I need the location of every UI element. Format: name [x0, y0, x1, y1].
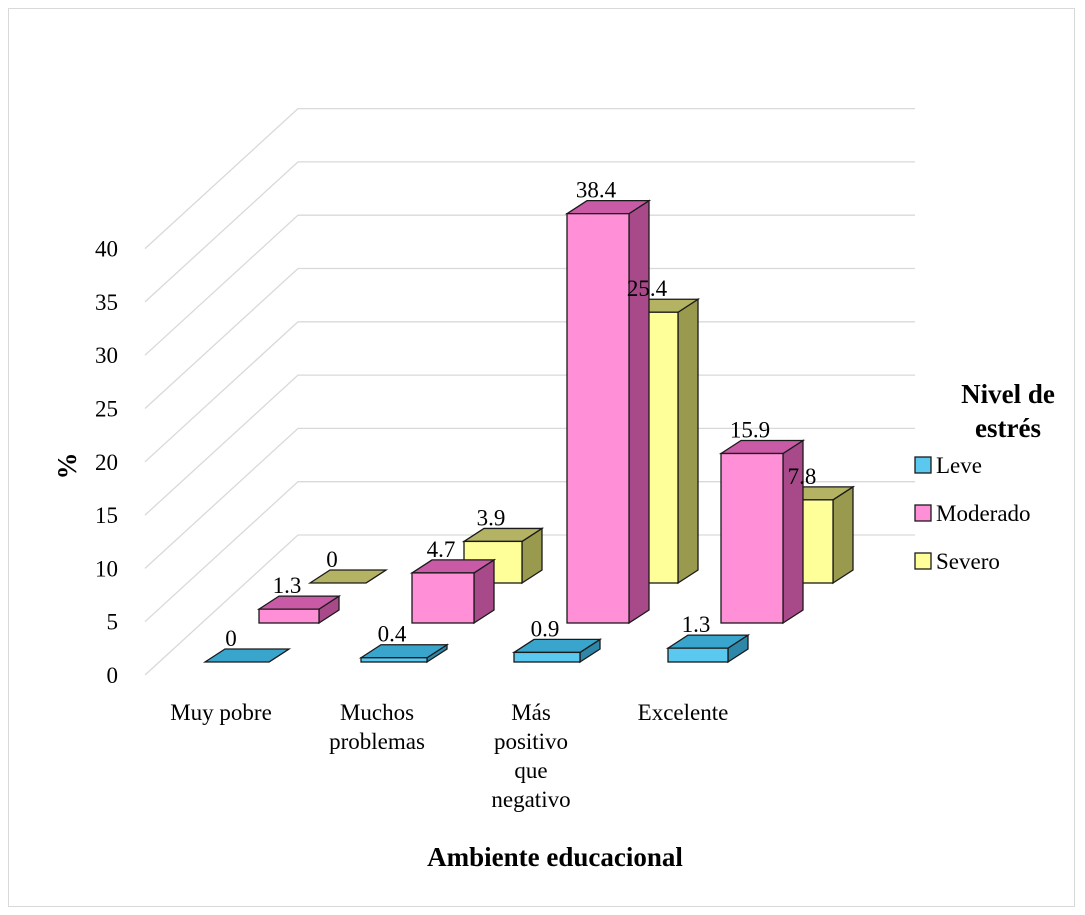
legend-swatch — [914, 456, 932, 474]
legend-label: Leve — [936, 453, 982, 478]
bars — [202, 199, 856, 664]
gridline — [144, 267, 915, 409]
chart-frame — [8, 8, 1075, 907]
y-tick-label: 20 — [95, 450, 118, 475]
data-label: 25.4 — [627, 276, 668, 301]
bar-side — [628, 199, 650, 625]
y-tick-label: 5 — [107, 610, 119, 635]
y-tick-label: 0 — [107, 663, 119, 688]
bar-front — [513, 651, 581, 663]
data-label: 4.7 — [427, 537, 456, 562]
gridline — [144, 534, 915, 676]
gridlines — [144, 107, 915, 676]
gridline — [144, 374, 915, 516]
bar-moderado-1 — [409, 558, 497, 625]
bar-front — [360, 657, 428, 663]
gridline — [144, 481, 915, 623]
data-label: 15.9 — [730, 418, 770, 443]
data-label: 1.3 — [273, 573, 302, 598]
y-tick-label: 25 — [95, 397, 118, 422]
legend-item-leve: Leve — [914, 453, 982, 478]
gridline — [144, 107, 915, 250]
bar-moderado-2 — [564, 199, 652, 625]
x-axis-categories: Muy pobre Muchos problemas Más positivo que ne… — [170, 700, 728, 812]
bar-front — [258, 608, 320, 624]
y-axis-ticks: 0 5 10 15 20 25 30 35 40 — [95, 237, 118, 688]
x-category-label: Muchos problemas — [329, 700, 425, 754]
data-label: 0.4 — [378, 622, 407, 647]
data-label: 1.3 — [682, 612, 711, 637]
bar-leve-1 — [358, 643, 450, 664]
bar-moderado-0 — [256, 594, 342, 625]
x-category-label: Excelente — [638, 700, 729, 725]
data-label: 0.9 — [531, 616, 560, 641]
legend-swatch — [914, 552, 932, 570]
x-axis-title: Ambiente educacional — [427, 842, 683, 872]
bar-side — [677, 298, 699, 585]
y-tick-label: 40 — [95, 237, 118, 262]
legend-item-moderado: Moderado — [914, 501, 1031, 526]
bar-front — [566, 213, 630, 624]
bar-top — [307, 569, 389, 584]
y-tick-label: 10 — [95, 556, 118, 581]
data-label: 0 — [326, 547, 338, 572]
bar-moderado-3 — [718, 439, 806, 625]
bar-leve-3 — [665, 633, 751, 664]
gridline — [144, 161, 915, 303]
y-tick-label: 30 — [95, 343, 118, 368]
legend-swatch — [914, 504, 932, 522]
y-tick-label: 15 — [95, 503, 118, 528]
gridline — [144, 321, 915, 463]
bar-leve-2 — [511, 638, 603, 664]
gridline — [144, 214, 915, 356]
data-labels: 0 3.9 25.4 7.8 1.3 4.7 38.4 15.9 0 0.4 0.9 1.3 — [225, 178, 816, 651]
legend-item-severo: Severo — [914, 549, 1000, 574]
bar-front — [667, 647, 729, 663]
x-category-label: Muy pobre — [170, 700, 272, 725]
legend-label: Moderado — [936, 501, 1031, 526]
bar-leve-0 — [202, 648, 292, 663]
bar-front — [411, 572, 475, 624]
legend-label: Severo — [936, 549, 1000, 574]
y-tick-label: 35 — [95, 290, 118, 315]
data-label: 7.8 — [788, 464, 817, 489]
legend-title: Nivel de estrés — [961, 379, 1055, 443]
y-axis-title: % — [52, 453, 82, 480]
gridline — [144, 427, 915, 569]
data-label: 3.9 — [477, 505, 506, 530]
data-label: 0 — [225, 626, 237, 651]
bar-top — [202, 648, 292, 663]
bar-front — [720, 452, 784, 624]
data-label: 38.4 — [576, 178, 617, 203]
bar-severo-0 — [307, 569, 389, 584]
x-category-label: Más positivo que negativo — [491, 700, 570, 812]
bar-side — [832, 485, 854, 585]
legend: Nivel de estrés Leve Moderado Severo — [914, 379, 1055, 574]
